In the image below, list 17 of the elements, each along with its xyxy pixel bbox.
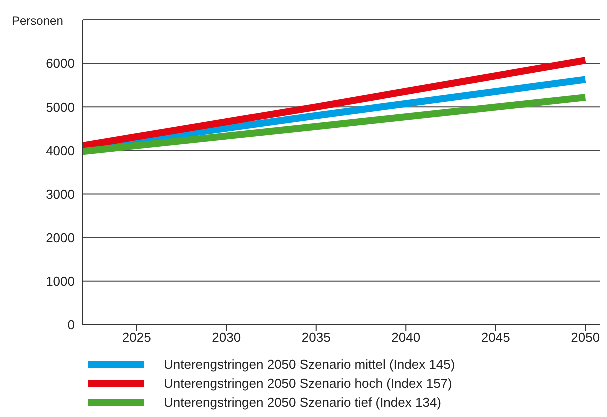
x-tick-label: 2035 — [302, 330, 331, 346]
y-tick-label: 4000 — [46, 143, 75, 158]
y-tick-label: 1000 — [46, 274, 75, 290]
y-tick-label: 6000 — [46, 56, 75, 72]
x-tick-label: 2050 — [571, 330, 600, 346]
y-tick-label: 3000 — [46, 186, 75, 202]
x-tick-label: 2040 — [392, 330, 421, 346]
y-axis-title: Personen — [12, 14, 64, 28]
legend-label: Unterengstringen 2050 Szenario tief (Index 134) — [164, 395, 442, 410]
x-tick-label: 2030 — [212, 330, 242, 346]
legend-label: Unterengstringen 2050 Szenario hoch (Index 157) — [164, 376, 452, 391]
x-tick-label: 2025 — [122, 330, 152, 346]
y-tick-label: 5000 — [46, 100, 75, 115]
y-tick-label: 2000 — [46, 230, 75, 246]
y-tick-label: 0 — [68, 318, 75, 333]
legend-label: Unterengstringen 2050 Szenario mittel (Index 145) — [164, 357, 456, 372]
x-tick-label: 2045 — [481, 330, 510, 346]
